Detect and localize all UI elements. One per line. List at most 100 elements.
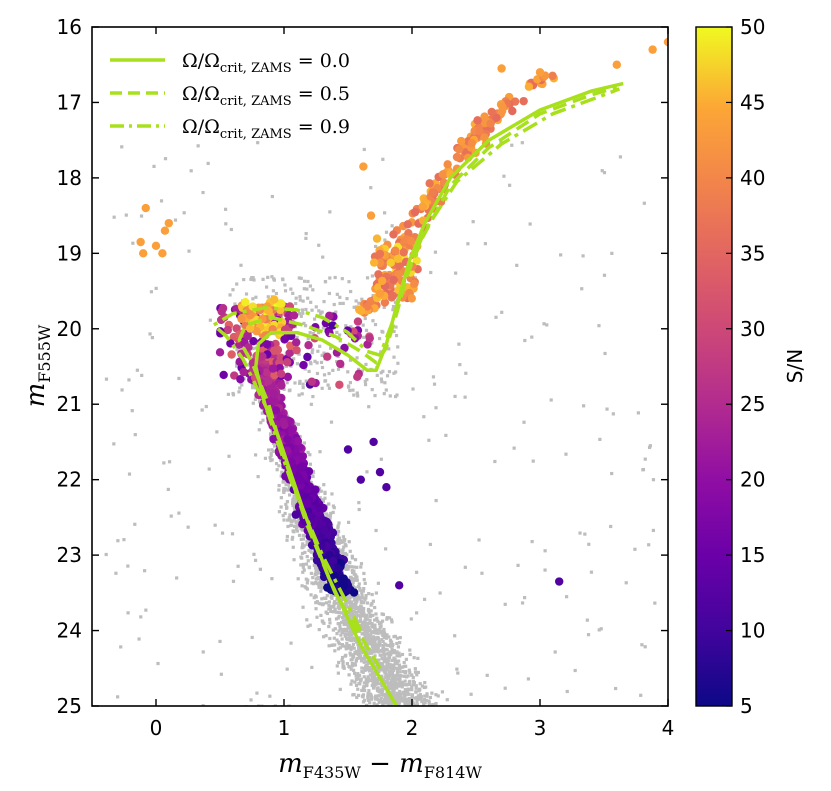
bg-point xyxy=(373,322,378,327)
bg-point xyxy=(370,602,374,606)
bg-point xyxy=(382,659,387,664)
bg-point xyxy=(340,620,344,624)
colorbar-tick-label: 15 xyxy=(740,543,765,567)
bg-point xyxy=(328,607,333,611)
sn-point xyxy=(366,211,376,220)
bg-point xyxy=(353,680,357,684)
bg-point xyxy=(360,369,364,373)
bg-point xyxy=(319,589,323,593)
bg-point xyxy=(380,657,384,661)
y-tick-label: 20 xyxy=(57,317,82,341)
bg-point xyxy=(322,373,327,377)
bg-point xyxy=(373,682,377,686)
sn-point xyxy=(283,372,293,382)
bg-point xyxy=(345,553,349,557)
bg-point xyxy=(133,433,137,437)
bg-point xyxy=(137,637,141,641)
bg-point xyxy=(347,605,351,609)
bg-point xyxy=(320,365,325,370)
bg-point xyxy=(323,379,327,383)
bg-point xyxy=(319,489,323,493)
bg-point xyxy=(351,603,355,608)
bg-point xyxy=(361,606,366,611)
bg-point xyxy=(337,536,341,540)
bg-point xyxy=(399,680,403,684)
bg-point xyxy=(328,513,332,518)
bg-point xyxy=(360,620,365,624)
bg-point xyxy=(362,625,366,629)
bg-point xyxy=(327,386,332,390)
bg-point xyxy=(274,461,279,466)
bg-point xyxy=(299,563,303,567)
bg-point xyxy=(379,457,383,461)
sn-point xyxy=(280,420,289,430)
bg-point xyxy=(586,633,591,637)
bg-point xyxy=(352,565,356,569)
bg-point xyxy=(307,369,311,374)
bg-point xyxy=(381,678,386,682)
bg-point xyxy=(302,568,306,572)
bg-point xyxy=(343,632,347,636)
bg-point xyxy=(350,610,355,614)
bg-point xyxy=(351,693,355,697)
bg-point xyxy=(311,582,316,586)
sn-point xyxy=(136,237,145,247)
bg-point xyxy=(433,250,438,254)
bg-point xyxy=(384,230,389,234)
bg-point xyxy=(414,690,418,694)
bg-point xyxy=(306,578,310,582)
bg-point xyxy=(290,712,293,715)
bg-point xyxy=(328,617,332,621)
bg-point xyxy=(374,637,378,641)
bg-point xyxy=(360,610,364,614)
bg-point xyxy=(371,646,376,651)
bg-point xyxy=(393,660,397,664)
sn-point xyxy=(524,82,534,91)
bg-point xyxy=(380,690,384,695)
bg-point xyxy=(366,607,371,612)
bg-point xyxy=(356,619,360,624)
bg-point xyxy=(310,348,315,352)
bg-point xyxy=(363,688,367,693)
bg-point xyxy=(249,710,252,713)
sn-point xyxy=(452,152,462,162)
bg-point xyxy=(388,672,392,676)
sn-point xyxy=(332,563,341,572)
bg-point xyxy=(262,711,265,714)
bg-point xyxy=(321,635,326,639)
bg-point xyxy=(362,685,366,689)
bg-point xyxy=(597,324,601,328)
bg-point xyxy=(341,301,345,306)
bg-point xyxy=(348,614,352,618)
bg-point xyxy=(363,665,368,669)
bg-point xyxy=(173,218,178,222)
bg-point xyxy=(314,601,318,605)
bg-point xyxy=(253,453,258,457)
bg-point xyxy=(370,341,374,345)
bg-point xyxy=(410,688,414,692)
bg-point xyxy=(353,613,357,617)
bg-point xyxy=(365,601,370,605)
bg-point xyxy=(343,542,347,546)
bg-point xyxy=(351,585,355,589)
bg-point xyxy=(373,675,377,679)
bg-point xyxy=(389,644,393,648)
bg-point xyxy=(389,641,393,645)
bg-point xyxy=(301,565,305,569)
bg-point xyxy=(349,565,354,569)
bg-point xyxy=(369,609,373,613)
bg-point xyxy=(337,529,341,534)
bg-point xyxy=(357,644,361,649)
bg-point xyxy=(231,579,236,583)
bg-point xyxy=(371,630,375,634)
colorbar-tick-label: 50 xyxy=(740,15,765,39)
bg-point xyxy=(286,518,290,522)
bg-point xyxy=(402,683,406,687)
bg-point xyxy=(353,650,357,654)
bg-point xyxy=(284,502,288,507)
bg-point xyxy=(258,567,263,571)
bg-point xyxy=(259,712,262,715)
bg-point xyxy=(400,665,404,669)
bg-point xyxy=(196,144,200,148)
bg-point xyxy=(339,633,343,637)
